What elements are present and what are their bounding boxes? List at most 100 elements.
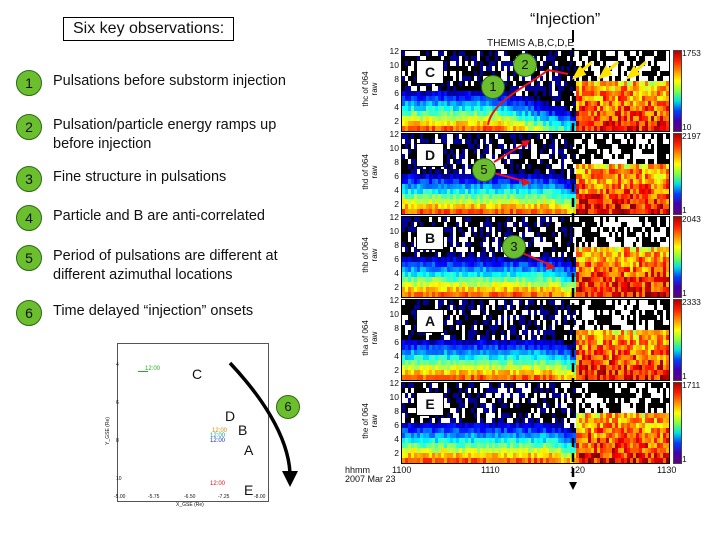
panel-ytick: 10 [389,226,399,236]
map-xtick: -8.00 [254,494,266,500]
observation-text: Period of pulsations are different at di… [53,248,278,283]
panel-ytick: 6 [394,420,399,430]
panel-ytick: 2 [394,282,399,292]
colorbar-min: 1 [682,288,687,298]
panel-ytick: 12 [389,378,399,388]
map-ytick: 8 [116,438,119,444]
xaxis-name: hhmm [345,465,371,475]
map-xtick: -5.75 [148,494,160,500]
xtick-1100: 1100 [392,465,412,475]
themis-header: THEMIS A,B,C,D,E [487,38,575,49]
colorbar-min: 1 [682,454,687,464]
spectrogram-panel-c [401,50,670,132]
map-ytick: 4 [116,362,119,368]
panel-ytick: 10 [389,60,399,70]
colorbar-max: 2043 [682,214,701,224]
observation-number: 2 [16,114,42,140]
panel-tag-c: C [416,60,444,84]
map-ytick: 6 [116,400,119,406]
panel-tag-e: E [416,392,444,416]
observation-text: Time delayed “injection” onsets [53,303,254,319]
injection-label: “Injection” [530,11,601,28]
panel-ytick: 4 [394,185,399,195]
map-time-d: 12:00 [212,428,228,434]
panel-ytick: 4 [394,351,399,361]
panel-ytick: 12 [389,212,399,222]
map-track-c [138,371,148,372]
orbit-map: 12:00 C D B A E 12:00 12:00 12:00 12:00 … [105,343,269,508]
panel-ytick: 10 [389,143,399,153]
panel-ytick: 6 [394,337,399,347]
spectrogram-panel-e [401,382,670,464]
panel-ytick: 8 [394,74,399,84]
map-xtick: -5.00 [114,494,126,500]
observation-text: Fine structure in pulsations [53,169,227,185]
colorbar-e [673,382,682,464]
spectrogram-panel-d [401,133,670,215]
observation-text: Particle and B are anti-correlated [53,208,265,224]
callout-3: 3 [502,235,526,259]
panel-ytick: 8 [394,157,399,167]
red-arrow-5b [493,172,528,183]
colorbar-min: 10 [682,122,692,132]
xtick-1120: 120 [570,465,586,475]
callout-2: 2 [513,53,537,77]
panel-ytick: 8 [394,323,399,333]
panel-ytick: 10 [389,392,399,402]
colorbar-max: 1753 [682,48,701,58]
map-label-b: B [238,422,248,438]
panel-ytick: 12 [389,46,399,56]
observation-number: 6 [16,300,42,326]
colorbar-b [673,216,682,298]
panel-ytick: 2 [394,116,399,126]
map-xlabel: X_GSE (Re) [176,502,204,508]
panel-ytick: 6 [394,254,399,264]
map-sweep-arrow [228,361,298,487]
red-ramp-arrow [487,68,569,126]
map-time-a: 12:00 [210,438,226,444]
observation-text: Pulsation/particle energy ramps up befor… [53,117,277,152]
panel-ytick: 2 [394,365,399,375]
map-label-a: A [244,442,254,458]
red-arrow-5a [493,141,528,163]
map-xtick: -7.25 [218,494,230,500]
panel-ytick: 6 [394,171,399,181]
map-time-c: 12:00 [145,366,161,372]
panel-ytick: 4 [394,434,399,444]
observations-title: Six key observations: [63,17,235,41]
colorbar-c [673,50,682,132]
yellow-arrows [571,60,647,80]
xtick-1110: 1110 [481,465,500,475]
map-label-d: D [225,408,236,424]
panel-ytick: 4 [394,102,399,112]
panel-tag-b: B [416,226,444,250]
panel-ytick: 8 [394,406,399,416]
panel-ytick: 10 [389,309,399,319]
panel-ytick: 2 [394,199,399,209]
panel-ytick: 12 [389,129,399,139]
map-xtick: -6.50 [184,494,196,500]
injection-arrow-icon [569,482,577,490]
callout-6: 6 [276,395,300,419]
panel-ytick: 4 [394,268,399,278]
xtick-1130: 1130 [657,465,677,475]
colorbar-min: 1 [682,205,687,215]
colorbar-max: 2197 [682,131,701,141]
map-label-e: E [244,482,254,498]
map-label-c: C [192,366,203,382]
panel-ytick: 6 [394,88,399,98]
colorbar-max: 2333 [682,297,701,307]
observation-number: 5 [16,245,42,271]
map-ylabel: Y_GSE (Re) [104,417,111,445]
xaxis-date: 2007 Mar 23 [345,474,396,484]
observation-number: 4 [16,205,42,231]
callout-5: 5 [472,158,496,182]
map-time-b: 12:00 [210,433,226,439]
observation-text: Pulsations before substorm injection [53,73,286,89]
colorbar-min: 1 [682,371,687,381]
colorbar-a [673,299,682,381]
panel-tag-d: D [416,143,444,167]
panel-ytick: 12 [389,295,399,305]
panel-tag-a: A [416,309,444,333]
panel-ytick: 2 [394,448,399,458]
